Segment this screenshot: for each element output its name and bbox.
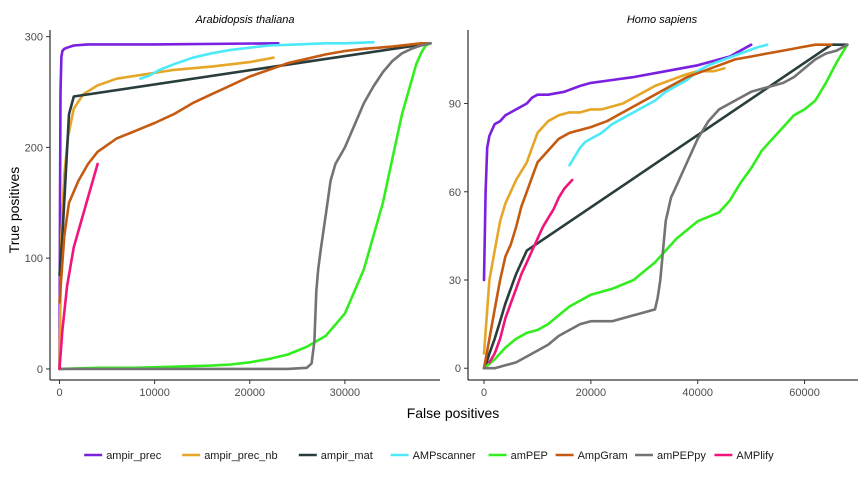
legend-item-ampep: amPEP	[488, 450, 548, 462]
axes-arabidopsis: 0 10000 20000 30000 0 100 200 300	[25, 30, 440, 399]
x-tick-label: 10000	[139, 387, 170, 399]
x-tick-label: 40000	[682, 387, 713, 399]
legend-item-ampir-prec: ampir_prec	[84, 450, 162, 462]
panel-title-homo-sapiens: Homo sapiens	[627, 14, 698, 26]
series-line-ampeppy	[482, 43, 849, 370]
series-line-ampgram	[482, 43, 833, 370]
legend-item-amplify: AMPlify	[714, 450, 774, 462]
legend-label-amplify: AMPlify	[736, 450, 774, 462]
legend-item-ampir-mat: ampir_mat	[298, 450, 373, 462]
legend-item-ampeppy: amPEPpy	[635, 450, 706, 462]
series-line-ampscanner	[139, 40, 375, 80]
y-tick-label: 100	[25, 253, 43, 265]
y-axis-title: True positives	[6, 167, 22, 254]
panel-homo-sapiens: Homo sapiens 0 20000 40000 60000 0 30 60 90	[449, 14, 858, 399]
series-line-ampep	[58, 41, 432, 371]
series-line-ampir-prec	[58, 41, 280, 371]
y-tick-label: 300	[25, 32, 43, 44]
series-line-ampgram	[58, 41, 432, 304]
y-tick-label: 0	[455, 363, 461, 375]
series-line-ampscanner	[568, 43, 769, 167]
y-tick-label: 60	[449, 187, 461, 199]
y-tick-label: 200	[25, 142, 43, 154]
legend-item-ampir-prec-nb: ampir_prec_nb	[182, 450, 278, 462]
series-line-ampir-mat	[482, 43, 849, 370]
x-tick-label: 20000	[234, 387, 265, 399]
legend-label-ampscanner: AMPscanner	[413, 450, 476, 462]
x-axis-title: False positives	[407, 405, 500, 421]
x-tick-label: 20000	[576, 387, 607, 399]
legend-label-ampeppy: amPEPpy	[657, 450, 706, 462]
legend: ampir_prec ampir_prec_nb ampir_mat AMPscann…	[84, 450, 774, 462]
series-layer-arabidopsis	[58, 40, 432, 371]
x-tick-label: 60000	[789, 387, 820, 399]
series-line-ampir-prec-nb	[482, 66, 726, 355]
axes-homo-sapiens: 0 20000 40000 60000 0 30 60 90	[449, 30, 858, 399]
legend-label-ampgram: AmpGram	[578, 450, 628, 462]
series-line-amplify	[58, 162, 99, 371]
legend-item-ampscanner: AMPscanner	[390, 450, 476, 462]
series-line-ampir-prec-nb	[58, 56, 275, 371]
legend-label-ampir-prec-nb: ampir_prec_nb	[204, 450, 277, 462]
series-line-amplify	[488, 178, 574, 364]
y-tick-label: 0	[37, 364, 43, 376]
legend-label-ampep: amPEP	[511, 450, 548, 462]
y-tick-label: 90	[449, 99, 461, 111]
y-tick-label: 30	[449, 275, 461, 287]
series-layer-homo-sapiens	[482, 43, 849, 370]
x-tick-label: 30000	[330, 387, 361, 399]
series-line-ampeppy	[58, 41, 432, 371]
series-line-ampep	[482, 43, 849, 370]
legend-label-ampir-mat: ampir_mat	[321, 450, 373, 462]
series-line-ampir-prec	[482, 43, 753, 282]
panel-title-arabidopsis: Arabidopsis thaliana	[194, 14, 294, 26]
legend-item-ampgram: AmpGram	[555, 450, 628, 462]
x-tick-label: 0	[481, 387, 487, 399]
panel-arabidopsis: Arabidopsis thaliana 0 10000 20000 30000 0 10…	[25, 14, 440, 399]
x-tick-label: 0	[56, 387, 62, 399]
legend-label-ampir-prec: ampir_prec	[106, 450, 162, 462]
series-line-ampir-mat	[58, 41, 432, 277]
